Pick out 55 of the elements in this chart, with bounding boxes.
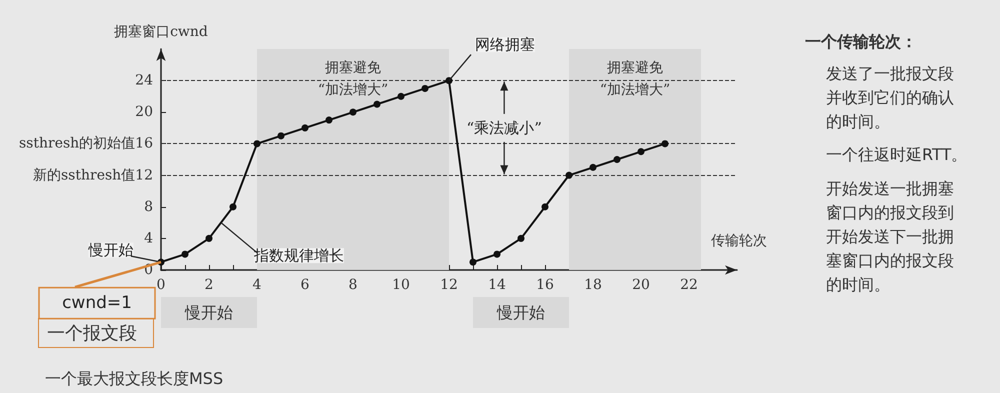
point (398, 92, 404, 100)
point (350, 108, 356, 116)
x-axis-title: 传输轮次 (711, 233, 767, 249)
point (422, 84, 428, 92)
x-tick-label: 10 (392, 277, 410, 293)
point (206, 234, 212, 242)
point (182, 250, 188, 258)
text: 慢开始 (473, 297, 569, 328)
x-tick-label: 8 (348, 277, 358, 293)
text: 一个报文段 (38, 318, 154, 348)
text: 一个最大报文段长度MSS (45, 368, 224, 390)
annotation: 指数规律增长 (253, 246, 344, 265)
x-tick-label: 6 (300, 277, 310, 293)
y-axis-title: 拥塞窗口cwnd (114, 24, 208, 40)
x-tick-label: 4 (252, 277, 262, 293)
text: 一个传输轮次： (805, 31, 918, 53)
text: 慢开始 (161, 297, 257, 328)
point (254, 140, 260, 148)
point (566, 172, 572, 179)
point (278, 132, 284, 140)
x-tick-label: 20 (632, 277, 650, 293)
y-tick-label: 4 (144, 230, 154, 246)
annotation: 慢开始 (88, 241, 134, 260)
point (302, 124, 308, 132)
point (542, 203, 548, 210)
text: 发送了一批报文段并收到它们的确认的时间。 (826, 63, 955, 133)
y-tick-label: 20 (135, 104, 153, 120)
point (614, 156, 620, 163)
point (518, 234, 524, 242)
point (230, 203, 236, 210)
annotation: “乘法减小” (466, 118, 542, 137)
point (470, 258, 476, 266)
y-tick-label: 8 (144, 198, 153, 215)
y-tick-label: 24 (135, 72, 154, 89)
x-tick-label: 0 (156, 277, 166, 293)
annotation: cwnd=1 (62, 293, 132, 314)
point (638, 148, 644, 156)
x-tick-label: 12 (440, 277, 458, 293)
annotation: 网络拥塞 (475, 36, 535, 54)
point (326, 116, 332, 124)
x-tick-label: 18 (584, 277, 602, 293)
band-label: 拥塞避免 “加法增大” (600, 60, 670, 98)
x-tick-label: 16 (536, 277, 554, 293)
point (662, 140, 668, 148)
x-tick-label: 22 (680, 277, 698, 293)
y-tick-label: ssthresh的初始值16 (18, 136, 154, 152)
text: 一个往返时延RTT。 (826, 144, 968, 166)
band-label: 拥塞避免 “加法增大” (318, 60, 388, 98)
x-tick-label: 2 (204, 277, 214, 293)
text: 开始发送一批拥塞窗口内的报文段到开始发送下一批拥塞窗口内的报文段的时间。 (826, 178, 955, 296)
x-tick-label: 14 (488, 277, 506, 293)
point (590, 164, 596, 171)
point (494, 250, 500, 258)
point (374, 100, 380, 108)
y-tick-label: 新的ssthresh值12 (32, 167, 153, 184)
